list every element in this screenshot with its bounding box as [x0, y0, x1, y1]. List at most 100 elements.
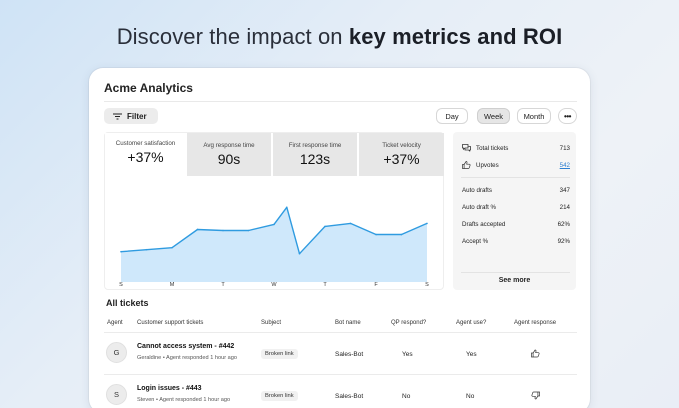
col-bot-name: Bot name — [335, 320, 361, 326]
subject-badge: Broken link — [261, 349, 298, 359]
x-tick-label: S — [425, 282, 429, 288]
upvotes-link[interactable]: 542 — [559, 161, 570, 169]
more-options-button[interactable]: ••• — [558, 108, 577, 124]
chart-point-13 — [426, 222, 428, 225]
avatar: S — [106, 384, 127, 405]
chart-point-8 — [298, 252, 301, 255]
stat-value: 62% — [557, 221, 570, 228]
metric-label: Ticket velocity — [382, 142, 421, 149]
ticket-title[interactable]: Cannot access system - #442 — [137, 343, 235, 350]
metric-first-response-time[interactable]: First response time 123s — [273, 133, 357, 176]
x-tick-label: T — [323, 282, 327, 288]
ticket-meta-text: Agent responded 1 hour ago — [159, 397, 231, 403]
stat-label: Upvotes — [476, 161, 499, 169]
stat-upvotes: Upvotes 542 — [462, 161, 570, 169]
chart-point-1 — [145, 248, 148, 251]
x-tick-label: T — [221, 282, 225, 288]
chart-point-2 — [171, 246, 173, 249]
headline-prefix: Discover the impact on — [116, 24, 349, 49]
stat-auto-draft-pct: Auto draft % 214 — [462, 204, 570, 211]
range-week-button[interactable]: Week — [477, 108, 510, 124]
chart-point-12 — [400, 233, 403, 236]
filter-button[interactable]: Filter — [104, 108, 158, 124]
filter-icon — [113, 113, 122, 119]
chart-point-10 — [349, 222, 352, 225]
ticket-agent: Geraldine — [137, 355, 162, 361]
tickets-table-header: Agent Customer support tickets Subject B… — [89, 320, 590, 332]
chart-point-9 — [324, 225, 326, 228]
metric-customer-satisfaction[interactable]: Customer satisfaction +37% — [105, 133, 186, 176]
stat-total-tickets: Total tickets 713 — [462, 144, 570, 152]
col-qp-respond: QP respond? — [391, 320, 427, 326]
chart-point-5 — [247, 229, 250, 232]
table-row[interactable]: S Login issues - #443 Steven • Agent res… — [89, 376, 590, 408]
agent-use-value: Yes — [466, 351, 477, 358]
chart-area-fill — [121, 207, 427, 282]
col-tickets: Customer support tickets — [137, 320, 204, 326]
sidebar-divider — [461, 272, 570, 273]
table-row[interactable]: G Cannot access system - #442 Geraldine … — [89, 334, 590, 374]
chat-icon — [462, 144, 471, 152]
bot-name: Sales-Bot — [335, 393, 364, 400]
metric-value: 90s — [217, 151, 241, 167]
bot-name: Sales-Bot — [335, 351, 364, 358]
stat-label: Auto drafts — [462, 187, 492, 194]
stat-auto-drafts: Auto drafts 347 — [462, 187, 570, 194]
trend-chart — [105, 177, 445, 291]
chart-point-6 — [273, 223, 275, 226]
chart-svg — [120, 206, 428, 282]
metrics-panel: Customer satisfaction +37% Avg response … — [104, 132, 444, 290]
metric-ticket-velocity[interactable]: Ticket velocity +37% — [359, 133, 444, 176]
app-title: Acme Analytics — [104, 81, 193, 95]
range-month-button[interactable]: Month — [517, 108, 551, 124]
chart-point-11 — [375, 233, 377, 236]
col-agent: Agent — [107, 320, 123, 326]
qp-respond-value: Yes — [402, 351, 413, 358]
see-more-link[interactable]: See more — [498, 277, 531, 284]
stat-value: 92% — [557, 238, 570, 245]
metric-value: 123s — [299, 151, 331, 167]
analytics-card: Acme Analytics Filter Day Week Month •••… — [89, 68, 590, 408]
x-tick-label: F — [374, 282, 378, 288]
chart-series-line — [120, 206, 428, 255]
x-tick-label: S — [119, 282, 123, 288]
metric-avg-response-time[interactable]: Avg response time 90s — [187, 133, 271, 176]
headline-bold: key metrics and ROI — [348, 24, 563, 49]
stats-sidebar: Total tickets 713 Upvotes 542 Auto draft… — [453, 132, 576, 290]
stat-label: Accept % — [462, 238, 489, 245]
table-divider — [104, 332, 577, 333]
col-agent-use: Agent use? — [456, 320, 487, 326]
chart-point-3 — [196, 228, 199, 231]
range-day-button[interactable]: Day — [436, 108, 468, 124]
thumbs-down-icon[interactable] — [531, 391, 540, 400]
ticket-agent: Steven — [137, 397, 155, 403]
stat-label: Auto draft % — [462, 204, 497, 211]
metric-label: Avg response time — [203, 142, 255, 149]
thumbs-up-icon — [462, 161, 471, 169]
avatar: G — [106, 342, 127, 363]
chart-point-7 — [285, 206, 288, 209]
subject-badge: Broken link — [261, 391, 298, 401]
metric-value: +37% — [383, 151, 420, 167]
col-agent-response: Agent response — [514, 320, 557, 326]
qp-respond-value: No — [402, 393, 411, 400]
stat-accept-pct: Accept % 92% — [462, 238, 570, 245]
stat-label: Drafts accepted — [462, 221, 506, 228]
all-tickets-title: All tickets — [106, 298, 149, 308]
title-divider — [104, 101, 577, 102]
stat-drafts-accepted: Drafts accepted 62% — [462, 221, 570, 228]
stat-value: 713 — [559, 144, 570, 152]
ticket-meta: Steven • Agent responded 1 hour ago — [137, 397, 231, 403]
chart-point-0 — [120, 250, 122, 253]
headline: Discover the impact on key metrics and R… — [0, 24, 679, 50]
metric-value: +37% — [127, 149, 164, 165]
chart-point-4 — [222, 229, 224, 232]
x-tick-label: M — [169, 282, 175, 288]
ticket-title[interactable]: Login issues - #443 — [137, 385, 202, 392]
metric-label: First response time — [288, 142, 342, 149]
thumbs-up-icon[interactable] — [531, 349, 540, 358]
filter-label: Filter — [127, 111, 147, 121]
stat-value: 214 — [559, 204, 570, 211]
stat-label: Total tickets — [476, 144, 509, 152]
table-divider — [104, 374, 577, 375]
